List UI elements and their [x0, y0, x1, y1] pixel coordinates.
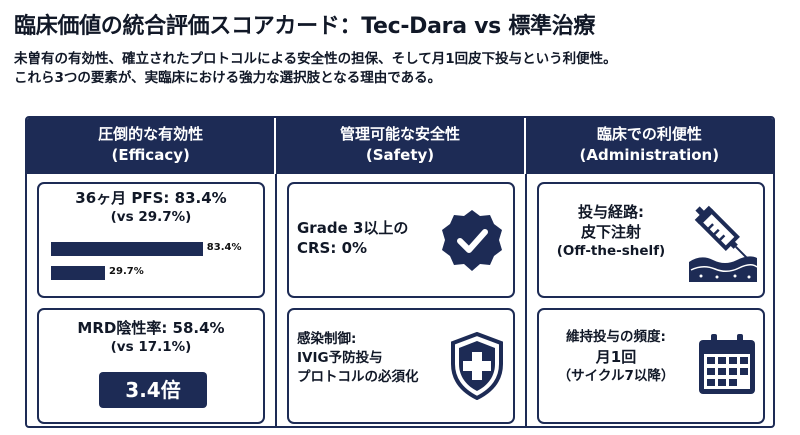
pfs-value: 36ヶ月 PFS: 83.4% — [75, 189, 227, 207]
subtitle-line-1: 未曽有の有効性、確立されたプロトコルによる安全性の担保、そして月1回皮下投与とい… — [14, 51, 617, 67]
frequency-line-2: 月1回 — [595, 348, 637, 366]
frequency-line-3: （サイクル7以降） — [557, 368, 675, 384]
infection-line-1: 感染制御: — [297, 331, 357, 347]
infection-line-2: IVIG予防投与 — [297, 350, 383, 366]
scorecard-table: 圧倒的な有効性 (Efficacy) 管理可能な安全性 (Safety) 臨床で… — [25, 116, 775, 428]
column-header-title: 圧倒的な有効性 — [98, 125, 204, 143]
pfs-bar-tec-dara-label: 83.4% — [206, 242, 242, 253]
infection-card: 感染制御: IVIG予防投与 プロトコルの必須化 — [287, 308, 515, 424]
column-header-subtitle: (Administration) — [579, 146, 720, 164]
crs-card: Grade 3以上の CRS: 0% — [287, 182, 515, 298]
pfs-bar-tec-dara — [51, 242, 203, 256]
page-subtitle: 未曽有の有効性、確立されたプロトコルによる安全性の担保、そして月1回皮下投与とい… — [14, 50, 617, 88]
route-card: 投与経路: 皮下注射 (Off-the-shelf) — [537, 182, 765, 298]
page-title: 臨床価値の統合評価スコアカード：Tec-Dara vs 標準治療 — [14, 14, 596, 39]
route-text: 投与経路: 皮下注射 (Off-the-shelf) — [541, 202, 681, 261]
route-line-1: 投与経路: — [578, 203, 644, 221]
mrd-text: MRD陰性率: 58.4% (vs 17.1%) — [39, 318, 263, 357]
crs-line-1: Grade 3以上の — [297, 219, 409, 237]
mrd-comparator: (vs 17.1%) — [110, 339, 192, 355]
infection-line-3: プロトコルの必須化 — [297, 369, 419, 385]
column-header-subtitle: (Efficacy) — [111, 146, 190, 164]
crs-line-2: CRS: 0% — [297, 239, 368, 257]
pfs-comparator: (vs 29.7%) — [110, 209, 192, 225]
mrd-value: MRD陰性率: 58.4% — [77, 319, 225, 337]
pfs-card: 36ヶ月 PFS: 83.4% (vs 29.7%) 83.4% 29.7% — [37, 182, 265, 298]
crs-text: Grade 3以上の CRS: 0% — [297, 218, 408, 258]
column-header-title: 管理可能な安全性 — [339, 125, 460, 143]
check-badge-icon — [439, 208, 505, 278]
route-line-3: (Off-the-shelf) — [556, 243, 666, 259]
frequency-card: 維持投与の頻度: 月1回 （サイクル7以降） — [537, 308, 765, 424]
subtitle-line-2: これら3つの要素が、実臨床における強力な選択肢となる理由である。 — [14, 70, 442, 86]
pfs-bar-standard — [51, 266, 106, 280]
frequency-line-1: 維持投与の頻度: — [566, 329, 666, 345]
column-header-administration: 臨床での利便性 (Administration) — [526, 118, 773, 174]
mrd-card: MRD陰性率: 58.4% (vs 17.1%) 3.4倍 — [37, 308, 265, 424]
infection-text: 感染制御: IVIG予防投与 プロトコルの必須化 — [297, 330, 419, 387]
fold-change-badge: 3.4倍 — [99, 372, 207, 408]
pfs-bar-standard-label: 29.7% — [109, 266, 144, 277]
syringe-skin-icon — [687, 198, 759, 286]
route-line-2: 皮下注射 — [580, 223, 641, 241]
column-header-safety: 管理可能な安全性 (Safety) — [276, 118, 526, 174]
frequency-text: 維持投与の頻度: 月1回 （サイクル7以降） — [541, 328, 691, 386]
scorecard-header-row: 圧倒的な有効性 (Efficacy) 管理可能な安全性 (Safety) 臨床で… — [27, 118, 773, 174]
column-header-subtitle: (Safety) — [365, 146, 435, 164]
pfs-text: 36ヶ月 PFS: 83.4% (vs 29.7%) — [39, 188, 263, 227]
shield-cross-icon — [449, 331, 505, 404]
column-header-efficacy: 圧倒的な有効性 (Efficacy) — [27, 118, 277, 174]
column-header-title: 臨床での利便性 — [596, 125, 702, 143]
column-divider — [275, 174, 277, 426]
column-divider — [525, 174, 527, 426]
calendar-icon — [697, 334, 757, 400]
